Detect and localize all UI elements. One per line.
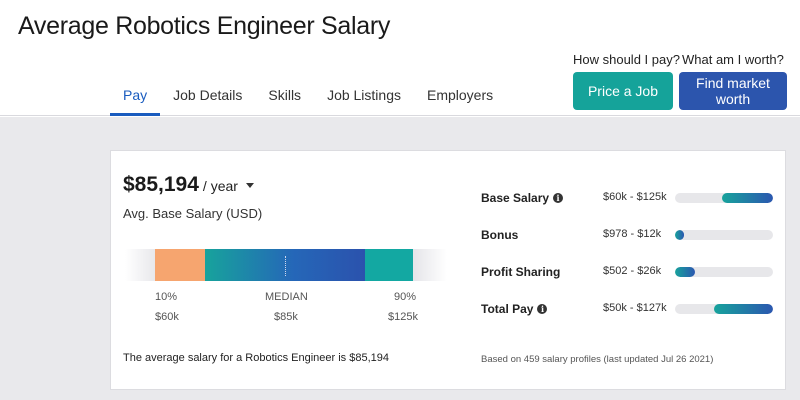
p10-label: 10% (155, 291, 178, 303)
range-bar-fill (714, 304, 773, 314)
row-label: Total Pay (481, 302, 534, 316)
find-market-worth-button[interactable]: Find market worth (679, 72, 787, 110)
tab-job-details[interactable]: Job Details (173, 87, 243, 103)
range-bar (675, 304, 773, 314)
chevron-down-icon[interactable] (245, 183, 254, 188)
p90-value: $125k (388, 311, 418, 323)
tab-skills[interactable]: Skills (268, 87, 302, 103)
range-bar (675, 230, 773, 240)
median-value: $85k (274, 311, 298, 323)
price-a-job-button[interactable]: Price a Job (573, 72, 673, 110)
tab-employers[interactable]: Employers (427, 87, 494, 103)
profiles-note: Based on 459 salary profiles (last updat… (481, 354, 714, 365)
median-label: MEDIAN (265, 291, 308, 303)
row-range: $50k - $127k (603, 302, 667, 314)
row-label: Base Salary (481, 191, 550, 205)
salary-amount: $85,194 (123, 173, 199, 196)
range-segment-high (365, 249, 413, 281)
row-range: $60k - $125k (603, 191, 667, 203)
tab-job-listings[interactable]: Job Listings (327, 87, 401, 103)
p10-value: $60k (155, 311, 179, 323)
salary-card: $85,194 / year Avg. Base Salary (USD) 10… (110, 150, 786, 390)
p90-label: 90% (394, 291, 417, 303)
market-worth-prompt: What am I worth? (682, 52, 784, 67)
row-range: $978 - $12k (603, 228, 662, 240)
page-title: Average Robotics Engineer Salary (18, 12, 391, 40)
median-marker (285, 256, 286, 276)
info-icon[interactable]: i (537, 304, 548, 314)
range-bar (675, 193, 773, 203)
breakdown-row-profit-sharing: Profit Sharing $502 - $26k (481, 262, 781, 282)
range-bar-fill (675, 267, 695, 277)
breakdown-row-base-salary: Base Salary i $60k - $125k (481, 188, 781, 208)
salary-summary[interactable]: $85,194 / year (123, 173, 254, 197)
salary-period: / year (202, 178, 238, 194)
price-job-prompt: How should I pay? (573, 52, 680, 67)
row-label: Profit Sharing (481, 265, 561, 279)
page-header: Average Robotics Engineer Salary Pay Job… (0, 0, 800, 116)
range-segment-low (155, 249, 205, 281)
range-bar-fill (722, 193, 773, 203)
salary-subtitle: Avg. Base Salary (USD) (123, 206, 263, 221)
range-bar (675, 267, 773, 277)
row-range: $502 - $26k (603, 265, 662, 277)
range-bar-fill (675, 230, 684, 240)
info-icon[interactable]: i (553, 193, 564, 203)
breakdown-row-bonus: Bonus $978 - $12k (481, 225, 781, 245)
tab-bar: Pay Job Details Skills Job Listings Empl… (110, 78, 506, 116)
breakdown-row-total-pay: Total Pay i $50k - $127k (481, 299, 781, 319)
row-label: Bonus (481, 228, 519, 242)
average-salary-statement: The average salary for a Robotics Engine… (123, 352, 389, 364)
tab-pay[interactable]: Pay (110, 78, 161, 116)
